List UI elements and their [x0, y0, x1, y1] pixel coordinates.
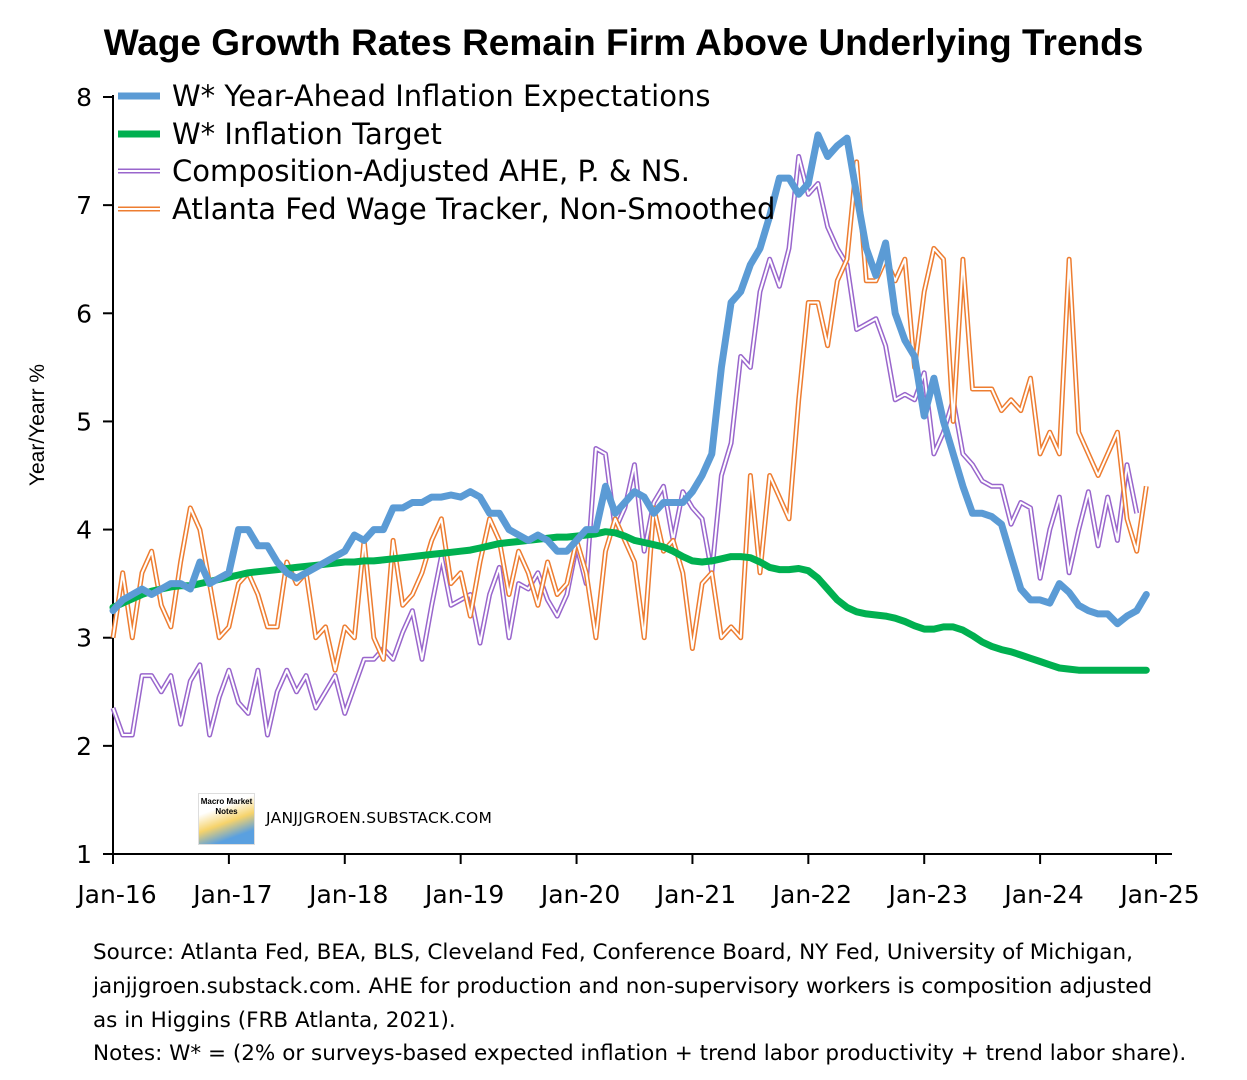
y-axis-label: Year/Yearr %: [26, 364, 49, 486]
footer-notes: Source: Atlanta Fed, BEA, BLS, Cleveland…: [93, 936, 1243, 1071]
y-tick-label: 1: [76, 840, 92, 869]
footer-line: Source: Atlanta Fed, BEA, BLS, Cleveland…: [93, 940, 1133, 965]
series-line-2: [110, 154, 1140, 738]
footer-line: janjjgroen.substack.com. AHE for product…: [93, 973, 1153, 999]
series-line-3: [110, 159, 1149, 673]
footer-line: Notes: W* = (2% or surveys-based expecte…: [93, 1041, 1187, 1067]
y-tick-label: 2: [76, 732, 92, 761]
footer-line: as in Higgins (FRB Atlanta, 2021).: [93, 1007, 456, 1033]
x-tick-label: Jan-18: [307, 880, 388, 909]
series-line-inner-2: [112, 155, 1138, 736]
x-tick-label: Jan-25: [1118, 880, 1199, 909]
x-tick-label: Jan-17: [191, 880, 272, 909]
x-tick-label: Jan-23: [887, 880, 968, 909]
line-chart: 1 2 3 4 5 6 7 8 Jan-16 Jan-17 Jan-18 Jan-19 Jan-20 Ja…: [26, 79, 1200, 909]
legend-label-1: W* Inflation Target: [172, 117, 442, 151]
x-tick-label: Jan-20: [539, 880, 620, 909]
x-tick-label: Jan-19: [423, 880, 504, 909]
watermark-url: JANJJGROEN.SUBSTACK.COM: [266, 809, 493, 827]
x-tick-label: Jan-21: [655, 880, 736, 909]
y-tick-label: 8: [76, 83, 92, 112]
y-tick-label: 7: [76, 191, 92, 220]
series-line-0: [109, 131, 1150, 628]
x-tick-label: Jan-16: [75, 880, 156, 909]
y-tick-label: 4: [76, 516, 92, 545]
y-tick-label: 5: [76, 407, 92, 436]
legend-label-0: W* Year-Ahead Inflation Expectations: [172, 79, 710, 113]
legend-label-3: Atlanta Fed Wage Tracker, Non-Smoothed: [172, 192, 775, 226]
legend-label-2: Composition-Adjusted AHE, P. & NS.: [172, 154, 690, 188]
y-tick-label: 6: [76, 299, 92, 328]
logo-text: Macro Market Notes: [200, 797, 253, 816]
series-line-inner-3: [112, 160, 1148, 672]
logo: Macro Market Notes: [198, 793, 255, 845]
y-tick-label: 3: [76, 624, 92, 653]
x-tick-label: Jan-24: [1002, 880, 1083, 909]
x-tick-label: Jan-22: [771, 880, 852, 909]
chart-title: Wage Growth Rates Remain Firm Above Unde…: [103, 22, 1144, 63]
